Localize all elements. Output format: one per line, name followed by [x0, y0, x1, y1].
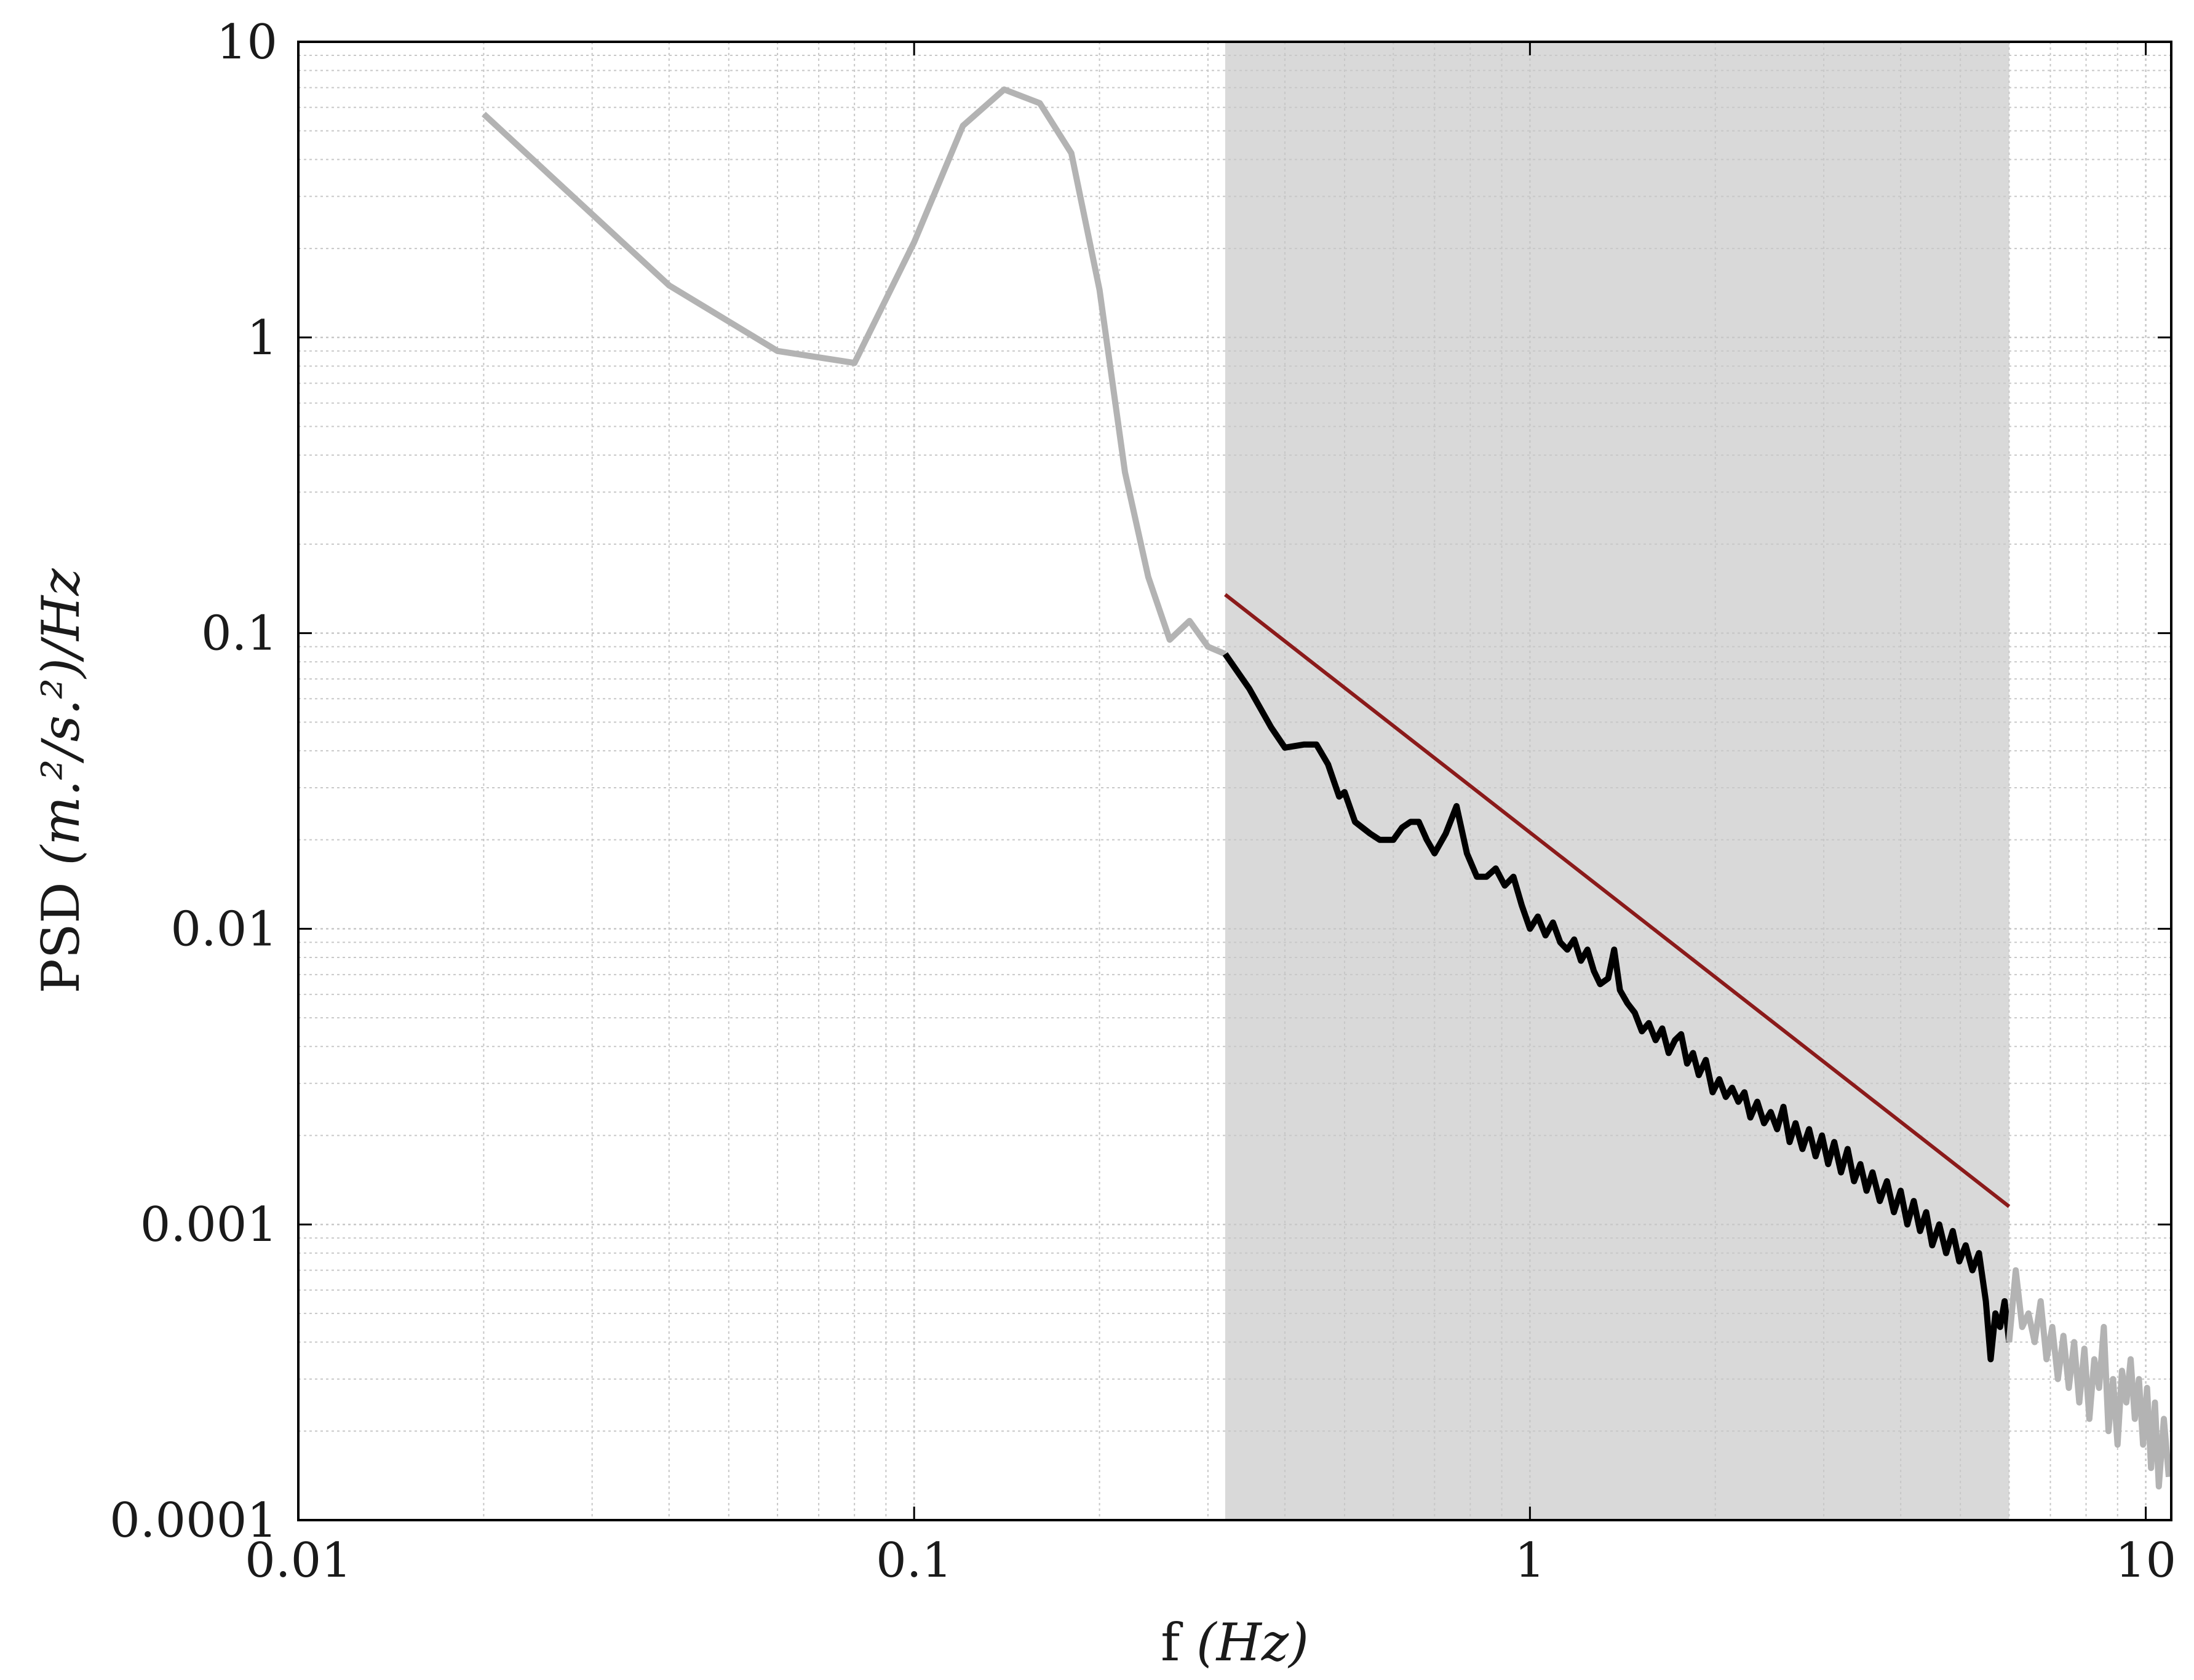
y-axis-label: PSD (m.²/s.²)/Hz: [31, 568, 91, 994]
tick-label-layer: 0.01 0.1 1 10 10 1 0.1 0.01 0.001 0.0001: [109, 15, 2176, 1588]
plot-frame: [297, 41, 2172, 1521]
x-axis-label-plain: f: [1161, 1612, 1196, 1673]
x-tick-label: 0.1: [876, 1533, 952, 1588]
shaded-band-layer: [1225, 42, 2009, 1520]
x-axis-label: f (Hz): [1161, 1612, 1309, 1673]
y-tick-label: 10: [217, 15, 277, 70]
x-tick-label: 0.01: [245, 1533, 352, 1588]
grid-layer: [297, 41, 2171, 1521]
series-line-3: [2006, 1267, 2172, 1490]
series-line-2: [1222, 652, 2013, 1363]
x-axis-label-italic: (Hz): [1196, 1612, 1309, 1673]
y-tick-label: 0.001: [140, 1197, 277, 1253]
y-tick-label: 0.0001: [109, 1493, 277, 1548]
y-tick-label: 1: [247, 311, 277, 366]
series-line-4: [1224, 593, 2011, 1208]
shaded-band: [1225, 42, 2009, 1520]
x-tick-label: 10: [2115, 1533, 2176, 1588]
y-tick-label: 0.1: [201, 606, 277, 662]
x-tick-label: 1: [1515, 1533, 1546, 1588]
series-line-1: [482, 86, 1226, 657]
y-axis-label-italic: (m.²/s.²)/Hz: [31, 568, 91, 866]
y-axis-label-plain: PSD: [31, 866, 91, 994]
y-tick-label: 0.01: [170, 901, 277, 957]
series-layer: [482, 86, 2172, 1490]
